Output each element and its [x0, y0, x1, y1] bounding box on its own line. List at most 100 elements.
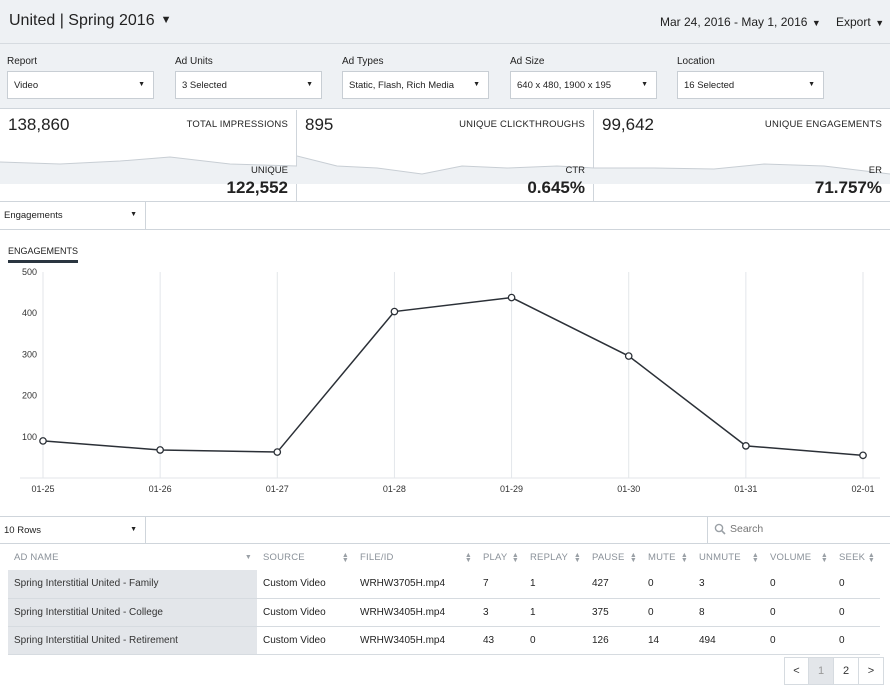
export-label: Export — [836, 15, 871, 29]
sparkline — [297, 155, 594, 184]
ads-table: AD NAME ▼ SOURCE ▲ ▼ FILE/ID ▲ ▼ PLAY ▲ ▼ REPLA… — [8, 545, 880, 655]
cell-unmute: 3 — [693, 570, 764, 599]
cell-file-id: WRHW3405H.mp4 — [354, 626, 477, 655]
cell-seek: 0 — [833, 598, 880, 627]
select-value: Static, Flash, Rich Media — [349, 80, 455, 91]
column-header-seek[interactable]: SEEK ▲ ▼ — [833, 545, 880, 570]
search-input[interactable] — [730, 523, 880, 535]
table-row[interactable]: Spring Interstitial United - Family Cust… — [8, 570, 880, 599]
date-range-label: Mar 24, 2016 - May 1, 2016 — [660, 15, 808, 29]
pagination: < 1 2 > — [784, 657, 884, 685]
filter-label: Ad Size — [510, 56, 545, 67]
x-tick-label: 01-26 — [149, 484, 172, 494]
column-header-mute[interactable]: MUTE ▲ ▼ — [642, 545, 693, 570]
kpi-title: UNIQUE ENGAGEMENTS — [764, 119, 882, 130]
table-toolbar: 10 Rows ▼ — [0, 516, 890, 544]
kpi-row: 138,860 TOTAL IMPRESSIONS UNIQUE 122,552… — [0, 110, 890, 202]
select-value: Video — [14, 80, 39, 91]
chart-tab-engagements[interactable]: ENGAGEMENTS — [8, 246, 79, 263]
date-range-picker[interactable]: Mar 24, 2016 - May 1, 2016 ▼ — [660, 15, 821, 29]
campaign-selector[interactable]: United | Spring 2016 ▼ — [9, 12, 171, 30]
cell-mute: 14 — [642, 626, 693, 655]
kpi-value: 99,642 — [602, 115, 654, 134]
x-tick-label: 01-27 — [266, 484, 289, 494]
sort-icon: ▲ ▼ — [867, 552, 875, 564]
export-button[interactable]: Export ▼ — [836, 15, 884, 29]
x-tick-label: 01-30 — [617, 484, 640, 494]
x-tick-label: 01-31 — [734, 484, 757, 494]
column-header-volume[interactable]: VOLUME ▲ ▼ — [764, 545, 833, 570]
cell-ad-name: Spring Interstitial United - College — [8, 598, 257, 627]
column-label: REPLAY — [530, 552, 568, 563]
cell-play: 3 — [477, 598, 524, 627]
page-button-2[interactable]: 2 — [834, 657, 859, 685]
metric-select-value: Engagements — [4, 210, 63, 221]
ad-units-select[interactable]: 3 Selected ▼ — [175, 71, 322, 99]
caret-down-icon: ▼ — [130, 211, 137, 218]
data-point — [624, 352, 633, 360]
caret-down-icon: ▼ — [160, 14, 172, 26]
location-select[interactable]: 16 Selected ▼ — [677, 71, 824, 99]
filter-bar: Report Video ▼ Ad Units 3 Selected ▼ Ad Ty… — [0, 44, 890, 109]
metric-select[interactable]: Engagements ▼ — [0, 202, 146, 229]
cell-source: Custom Video — [257, 570, 354, 599]
y-tick-label: 400 — [22, 308, 37, 318]
kpi-clickthroughs: 895 UNIQUE CLICKTHROUGHS CTR 0.645% — [297, 110, 594, 202]
caret-down-icon: ▼ — [808, 81, 815, 88]
metric-row: Engagements ▼ — [0, 202, 890, 230]
sort-icon: ▲ ▼ — [464, 552, 472, 564]
next-page-button[interactable]: > — [859, 657, 884, 685]
kpi-sub-value: 71.757% — [814, 178, 882, 197]
column-label: VOLUME — [770, 552, 812, 563]
campaign-name: United | Spring 2016 — [9, 12, 155, 29]
prev-page-button[interactable]: < — [784, 657, 809, 685]
sort-icon: ▲ ▼ — [573, 552, 581, 564]
ad-size-select[interactable]: 640 x 480, 1900 x 195 ▼ — [510, 71, 657, 99]
data-point — [39, 437, 47, 445]
data-point — [273, 448, 282, 456]
column-header-ad-name[interactable]: AD NAME ▼ — [8, 545, 257, 570]
select-value: 640 x 480, 1900 x 195 — [517, 80, 612, 91]
column-header-unmute[interactable]: UNMUTE ▲ ▼ — [693, 545, 764, 570]
cell-pause: 375 — [586, 598, 642, 627]
cell-unmute: 8 — [693, 598, 764, 627]
column-header-pause[interactable]: PAUSE ▲ ▼ — [586, 545, 642, 570]
column-label: UNMUTE — [699, 552, 741, 563]
column-header-replay[interactable]: REPLAY ▲ ▼ — [524, 545, 586, 570]
cell-pause: 126 — [586, 626, 642, 655]
table-row[interactable]: Spring Interstitial United - Retirement … — [8, 626, 880, 655]
cell-volume: 0 — [764, 570, 833, 599]
column-header-source[interactable]: SOURCE ▲ ▼ — [257, 545, 354, 570]
sort-icon: ▲ ▼ — [629, 552, 637, 564]
rows-per-page-select[interactable]: 10 Rows ▼ — [0, 517, 146, 543]
search-box[interactable] — [707, 517, 890, 543]
data-point — [390, 307, 399, 316]
sparkline — [0, 156, 297, 184]
kpi-value: 895 — [305, 115, 334, 134]
column-header-file-id[interactable]: FILE/ID ▲ ▼ — [354, 545, 477, 570]
ad-types-select[interactable]: Static, Flash, Rich Media ▼ — [342, 71, 489, 99]
top-header: United | Spring 2016 ▼ Mar 24, 2016 - May… — [0, 0, 890, 44]
report-select[interactable]: Video ▼ — [7, 71, 154, 99]
x-tick-label: 01-29 — [500, 484, 523, 494]
y-tick-label: 100 — [22, 432, 37, 442]
x-tick-label: 02-01 — [851, 484, 874, 494]
cell-seek: 0 — [833, 626, 880, 655]
kpi-impressions: 138,860 TOTAL IMPRESSIONS UNIQUE 122,552 — [0, 110, 297, 202]
caret-down-icon: ▼ — [872, 18, 885, 28]
data-point — [859, 451, 867, 460]
column-header-play[interactable]: PLAY ▲ ▼ — [477, 545, 524, 570]
caret-down-icon: ▼ — [641, 81, 648, 88]
table-row[interactable]: Spring Interstitial United - College Cus… — [8, 598, 880, 627]
sort-icon: ▲ ▼ — [751, 552, 759, 564]
rows-select-value: 10 Rows — [4, 525, 41, 536]
page-button-1[interactable]: 1 — [809, 657, 834, 685]
select-value: 3 Selected — [182, 80, 227, 91]
filter-label: Report — [7, 56, 38, 67]
y-tick-label: 300 — [22, 349, 37, 359]
column-label: SEEK — [839, 552, 866, 563]
cell-source: Custom Video — [257, 598, 354, 627]
caret-down-icon: ▼ — [130, 526, 137, 533]
search-icon — [714, 523, 726, 535]
sort-icon: ▲ ▼ — [680, 552, 688, 564]
